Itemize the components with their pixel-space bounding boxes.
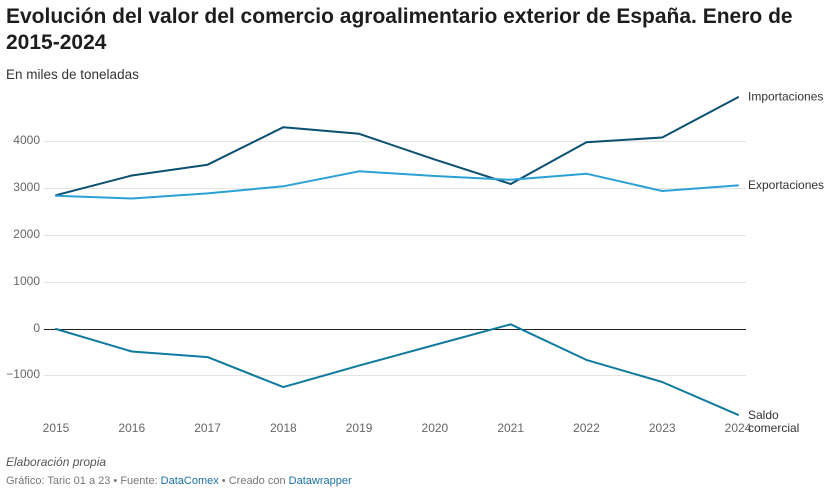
x-tick-label: 2024: [725, 421, 752, 435]
x-tick-label: 2016: [118, 421, 145, 435]
y-tick-label: 3000: [13, 180, 40, 194]
x-tick-label: 2023: [649, 421, 676, 435]
y-tick-label: 0: [33, 321, 40, 335]
series-line-exportaciones: [55, 170, 739, 200]
y-axis-ticks: −1000 0 1000 2000 3000 4000: [6, 133, 40, 381]
source-link[interactable]: DataComex: [160, 475, 219, 487]
chart-title: Evolución del valor del comercio agroali…: [6, 5, 793, 54]
source-prefix: Gráfico: Taric 01 a 23 • Fuente:: [6, 475, 161, 487]
datawrapper-link[interactable]: Datawrapper: [288, 475, 352, 487]
chart-notes: Elaboración propia: [6, 455, 107, 469]
gridlines: [44, 141, 746, 376]
chart-subtitle: En miles de toneladas: [6, 67, 139, 82]
x-tick-label: 2015: [43, 421, 70, 435]
series-label-saldo-comercial: Saldo comercial: [748, 408, 799, 435]
series-line-saldo-comercial: [55, 323, 739, 416]
x-tick-label: 2018: [270, 421, 297, 435]
chart-footer: Elaboración propia Gráfico: Taric 01 a 2…: [6, 454, 826, 489]
chart-byline: Gráfico: Taric 01 a 23 • Fuente: DataCom…: [6, 473, 826, 489]
y-tick-label: 4000: [13, 133, 40, 147]
x-tick-label: 2020: [422, 421, 449, 435]
x-tick-label: 2019: [346, 421, 373, 435]
chart-header: Evolución del valor del comercio agroali…: [6, 4, 806, 84]
x-tick-label: 2017: [194, 421, 221, 435]
x-tick-label: 2021: [497, 421, 524, 435]
x-tick-label: 2022: [573, 421, 600, 435]
series-line-importaciones: [55, 96, 739, 197]
series-label-importaciones: Importaciones: [748, 90, 823, 104]
y-tick-label: 2000: [13, 227, 40, 241]
series-label-exportaciones: Exportaciones: [748, 178, 824, 192]
created-with-prefix: • Creado con: [218, 475, 289, 487]
series-lines: [55, 96, 739, 416]
x-axis-ticks: 2015 2016 2017 2018 2019 2020 2021 2022 2023 2024: [43, 421, 752, 435]
series-labels: Importaciones Exportaciones Saldo comercial: [748, 90, 824, 435]
y-tick-label: 1000: [13, 274, 40, 288]
y-tick-label: −1000: [6, 367, 40, 381]
